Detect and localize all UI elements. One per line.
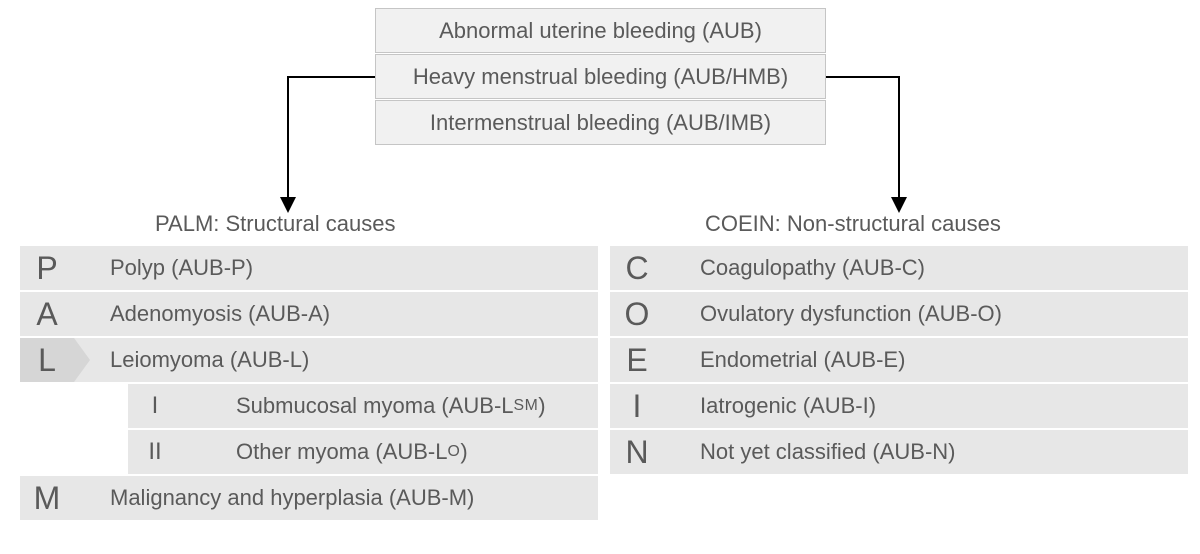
- coein-desc-2: Endometrial (AUB-E): [664, 338, 1188, 382]
- header-row-2: Intermenstrual bleeding (AUB/IMB): [375, 100, 826, 145]
- palm-letter-I: I: [128, 384, 182, 428]
- coein-letter-E: E: [610, 338, 664, 382]
- left-section-title: PALM: Structural causes: [155, 211, 395, 237]
- left-column: PPolyp (AUB-P)AAdenomyosis (AUB-A)LLeiom…: [20, 246, 598, 522]
- palm-desc-1: Adenomyosis (AUB-A): [74, 292, 598, 336]
- header-stack: Abnormal uterine bleeding (AUB) Heavy me…: [375, 8, 826, 146]
- coein-letter-N: N: [610, 430, 664, 474]
- palm-row-2: LLeiomyoma (AUB-L): [20, 338, 598, 382]
- palm-row-1: AAdenomyosis (AUB-A): [20, 292, 598, 336]
- header-row-1: Heavy menstrual bleeding (AUB/HMB): [375, 54, 826, 99]
- indent-spacer: [20, 430, 74, 474]
- coein-letter-I: I: [610, 384, 664, 428]
- coein-row-3: IIatrogenic (AUB-I): [610, 384, 1188, 428]
- arrow-left: [288, 77, 375, 205]
- indent-spacer: [20, 384, 74, 428]
- palm-row-4: IIOther myoma (AUB-LO): [20, 430, 598, 474]
- palm-letter-P: P: [20, 246, 74, 290]
- coein-desc-1: Ovulatory dysfunction (AUB-O): [664, 292, 1188, 336]
- palm-desc-2: Leiomyoma (AUB-L): [74, 338, 598, 382]
- coein-letter-O: O: [610, 292, 664, 336]
- header-row-0: Abnormal uterine bleeding (AUB): [375, 8, 826, 53]
- coein-desc-4: Not yet classified (AUB-N): [664, 430, 1188, 474]
- palm-desc-5: Malignancy and hyperplasia (AUB-M): [74, 476, 598, 520]
- palm-row-3: ISubmucosal myoma (AUB-LSM): [20, 384, 598, 428]
- coein-letter-C: C: [610, 246, 664, 290]
- palm-desc-0: Polyp (AUB-P): [74, 246, 598, 290]
- arrow-right: [826, 77, 899, 205]
- right-section-title: COEIN: Non-structural causes: [705, 211, 1001, 237]
- coein-row-2: EEndometrial (AUB-E): [610, 338, 1188, 382]
- coein-row-0: CCoagulopathy (AUB-C): [610, 246, 1188, 290]
- coein-desc-0: Coagulopathy (AUB-C): [664, 246, 1188, 290]
- right-column: CCoagulopathy (AUB-C)OOvulatory dysfunct…: [610, 246, 1188, 476]
- coein-row-1: OOvulatory dysfunction (AUB-O): [610, 292, 1188, 336]
- palm-letter-II: II: [128, 430, 182, 474]
- palm-letter-M: M: [20, 476, 74, 520]
- palm-row-5: MMalignancy and hyperplasia (AUB-M): [20, 476, 598, 520]
- palm-letter-A: A: [20, 292, 74, 336]
- palm-row-0: PPolyp (AUB-P): [20, 246, 598, 290]
- coein-desc-3: Iatrogenic (AUB-I): [664, 384, 1188, 428]
- coein-row-4: NNot yet classified (AUB-N): [610, 430, 1188, 474]
- palm-desc-4: Other myoma (AUB-LO): [182, 430, 598, 474]
- palm-letter-L: L: [20, 338, 74, 382]
- palm-desc-3: Submucosal myoma (AUB-LSM): [182, 384, 598, 428]
